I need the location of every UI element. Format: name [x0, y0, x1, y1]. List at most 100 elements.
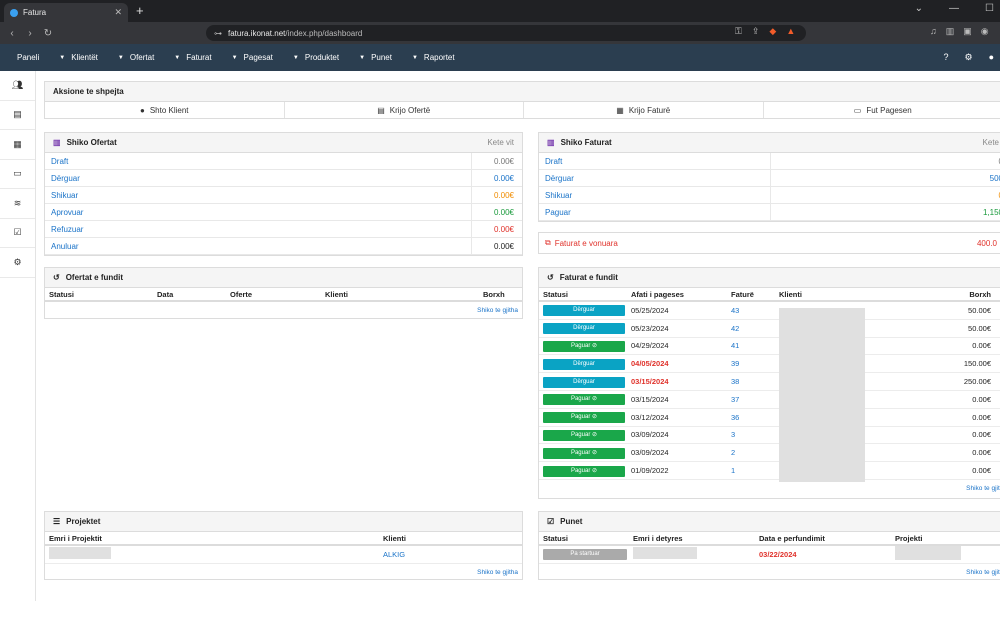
overdue-invoices-row[interactable]: ⧉ Faturat e vonuara 400.0 — [538, 232, 1000, 254]
table-row[interactable]: Paguar ⊘ 03/09/2024 2 0.00€ — [539, 444, 1000, 463]
summary-row[interactable]: Draft 0 — [539, 152, 1000, 170]
summary-label[interactable]: Dërguar — [51, 173, 80, 183]
summary-row[interactable]: Draft 0.00€ — [45, 152, 522, 170]
summary-row[interactable]: Dërguar 0.00€ — [45, 169, 522, 187]
table-row[interactable]: Paguar ⊘ 04/29/2024 41 0.00€ — [539, 338, 1000, 356]
media-icon[interactable]: ♫ — [930, 26, 937, 36]
table-row[interactable]: Dërguar 05/25/2024 43 50.00€ — [539, 302, 1000, 320]
sidebar-toggle-icon[interactable]: ▥ — [945, 26, 955, 36]
site-info-icon[interactable]: ⊶ — [214, 28, 222, 38]
nav-ofertat[interactable]: ▼ Ofertat — [108, 53, 164, 62]
invoice-number-link[interactable]: 38 — [731, 377, 740, 387]
summary-row[interactable]: Anuluar 0.00€ — [45, 237, 522, 255]
dropdown-caret-icon: ▼ — [59, 54, 66, 61]
nav-label: Klientët — [71, 53, 98, 62]
nav-pagesat[interactable]: ▼ Pagesat — [222, 53, 283, 62]
settings-icon[interactable]: ⚙ — [964, 52, 973, 62]
summary-label[interactable]: Refuzuar — [51, 224, 84, 234]
forward-icon[interactable]: › — [28, 27, 32, 39]
brave-rewards-icon[interactable]: ▲ — [786, 26, 796, 36]
due-date: 01/09/2022 — [631, 466, 669, 476]
invoice-number-link[interactable]: 41 — [731, 341, 740, 351]
invoice-number-link[interactable]: 42 — [731, 323, 740, 333]
back-icon[interactable]: ‹ — [10, 27, 14, 39]
table-row[interactable]: Dërguar 03/15/2024 38 250.00€ — [539, 373, 1000, 391]
sidebar-clients[interactable]: 👥︎ — [0, 71, 35, 101]
invoice-number-link[interactable]: 36 — [731, 412, 740, 422]
maximize-icon[interactable]: ☐ — [985, 3, 994, 14]
summary-row[interactable]: Dërguar 500 — [539, 169, 1000, 187]
nav-raportet[interactable]: ▼ Raportet — [402, 53, 465, 62]
close-tab-icon[interactable]: ✕ — [114, 7, 122, 17]
invoice-number-link[interactable]: 39 — [731, 359, 740, 369]
summary-label[interactable]: Dërguar — [545, 173, 574, 183]
summary-label[interactable]: Draft — [51, 156, 69, 166]
summary-label[interactable]: Paguar — [545, 207, 571, 217]
sidebar-offers[interactable]: ▤ — [0, 101, 35, 130]
see-all-link[interactable]: Shiko te gjitha — [477, 307, 518, 314]
add-client-button[interactable]: ● Shto Klient — [45, 102, 285, 118]
invoice-number-link[interactable]: 43 — [731, 305, 740, 315]
help-icon[interactable]: ? — [943, 52, 949, 62]
debt-value: 0.00€ — [972, 448, 991, 458]
table-row[interactable]: Pa startuar 03/22/2024 — [539, 546, 1000, 564]
nav-produktet[interactable]: ▼ Produktet — [283, 53, 349, 62]
summary-label[interactable]: Shikuar — [545, 190, 573, 200]
summary-label[interactable]: Anuluar — [51, 241, 79, 251]
profile-icon[interactable]: ◉ — [980, 26, 989, 36]
invoice-number-link[interactable]: 37 — [731, 394, 740, 404]
invoice-number-link[interactable]: 1 — [731, 466, 736, 476]
url-field[interactable]: ⊶ fatura.ikonat.net/index.php/dashboard — [206, 25, 806, 41]
wallet-icon[interactable]: ▣ — [963, 26, 972, 36]
sidebar-tasks[interactable]: ☑ — [0, 219, 35, 248]
sidebar-products[interactable]: ≋ — [0, 189, 35, 219]
add-payment-button[interactable]: ▭ Fut Pagesen — [764, 102, 1000, 118]
table-row[interactable]: Dërguar 04/05/2024 39 150.00€ — [539, 355, 1000, 374]
summary-label[interactable]: Draft — [545, 156, 563, 166]
nav-label: Punet — [371, 53, 392, 62]
brave-shield-icon[interactable]: ◆ — [769, 26, 777, 36]
nav-klientet[interactable]: ▼ Klientët — [49, 53, 108, 62]
summary-label[interactable]: Aprovuar — [51, 207, 84, 217]
project-client-link[interactable]: ALKIG — [383, 549, 406, 559]
sidebar-settings[interactable]: ⚙ — [0, 248, 35, 278]
summary-row[interactable]: Refuzuar 0.00€ — [45, 220, 522, 238]
tab-search-icon[interactable]: ⌄ — [914, 3, 924, 14]
file-icon: ▤ — [377, 105, 385, 115]
table-row[interactable]: Paguar ⊘ 01/09/2022 1 0.00€ — [539, 462, 1000, 480]
summary-row[interactable]: Shikuar 0 — [539, 186, 1000, 204]
external-link-icon: ⧉ — [545, 238, 551, 247]
debt-value: 0.00€ — [972, 430, 991, 440]
table-row[interactable]: Paguar ⊘ 03/09/2024 3 0.00€ — [539, 427, 1000, 445]
table-row[interactable]: Paguar ⊘ 03/12/2024 36 0.00€ — [539, 409, 1000, 427]
summary-row[interactable]: Shikuar 0.00€ — [45, 186, 522, 204]
summary-row[interactable]: Paguar 1,150 — [539, 203, 1000, 221]
minimize-icon[interactable]: — — [949, 3, 960, 14]
create-invoice-button[interactable]: ▦ Krijo Faturë — [524, 102, 764, 118]
panel-header: ☑ Punet — [539, 512, 1000, 532]
nav-paneli[interactable]: Paneli — [0, 53, 49, 62]
nav-faturat[interactable]: ▼ Faturat — [164, 53, 221, 62]
see-all-link[interactable]: Shiko te gjitha — [477, 568, 518, 576]
sidebar-invoices[interactable]: ▦ — [0, 130, 35, 160]
new-tab-icon[interactable]: + — [136, 3, 144, 18]
table-row[interactable]: Paguar ⊘ 03/15/2024 37 0.00€ — [539, 391, 1000, 409]
table-row[interactable]: ALKIG — [45, 546, 522, 564]
invoice-number-link[interactable]: 3 — [731, 430, 736, 440]
key-icon[interactable]: ⚿ — [735, 26, 742, 36]
invoice-number-link[interactable]: 2 — [731, 448, 736, 458]
table-row[interactable]: Dërguar 05/23/2024 42 50.00€ — [539, 320, 1000, 338]
nav-punet[interactable]: ▼ Punet — [349, 53, 402, 62]
see-all-link[interactable]: Shiko te gjitha — [966, 484, 1000, 492]
bar-chart-icon: ▥ — [53, 138, 61, 147]
share-icon[interactable]: ⇪ — [751, 26, 760, 36]
create-offer-button[interactable]: ▤ Krijo Ofertë — [285, 102, 524, 118]
reload-icon[interactable]: ↻ — [43, 27, 53, 39]
file-text-icon: ▦ — [13, 138, 22, 149]
summary-label[interactable]: Shikuar — [51, 190, 79, 200]
sidebar-payments[interactable]: ▭ — [0, 160, 35, 189]
see-all-link[interactable]: Shiko te gjitha — [966, 568, 1000, 576]
summary-row[interactable]: Aprovuar 0.00€ — [45, 203, 522, 221]
user-icon[interactable]: ● — [988, 52, 994, 62]
browser-tab[interactable]: Fatura ✕ — [4, 3, 128, 22]
